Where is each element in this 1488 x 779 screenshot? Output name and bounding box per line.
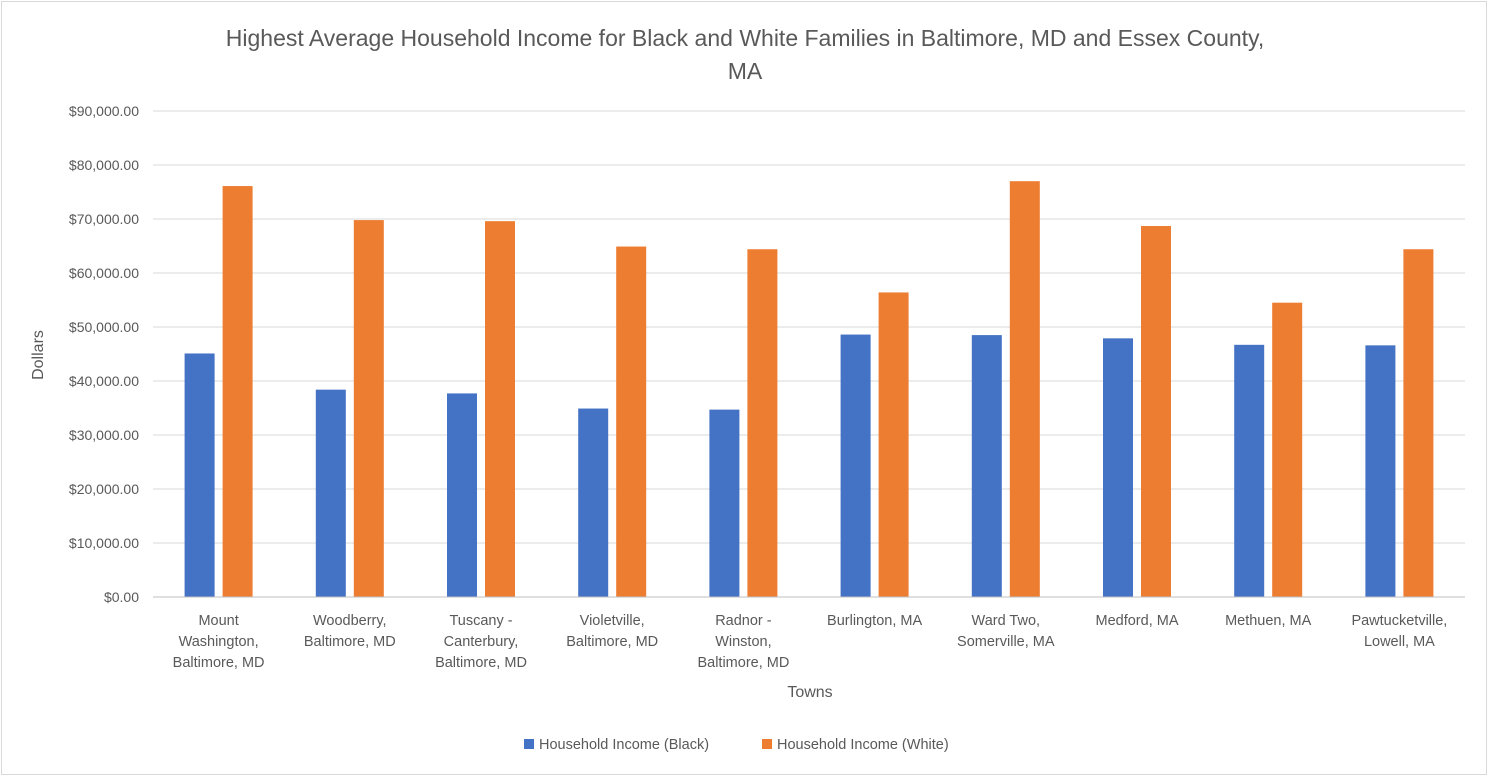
x-axis-title: Towns bbox=[787, 684, 832, 701]
x-category-label-line: Mount bbox=[198, 613, 238, 629]
x-category-label-line: Baltimore, MD bbox=[566, 634, 658, 650]
x-category-label-line: Winston, bbox=[715, 634, 771, 650]
x-category-label-line: Woodberry, bbox=[313, 613, 387, 629]
bar-white-household-income bbox=[747, 249, 778, 598]
x-category-label-line: Canterbury, bbox=[444, 634, 519, 650]
bar-black-household-income bbox=[1365, 345, 1396, 597]
bar-black-household-income bbox=[1234, 344, 1265, 597]
x-category-label-line: Radnor - bbox=[715, 613, 772, 629]
legend-swatch bbox=[524, 739, 534, 749]
x-category-label: Medford, MA bbox=[1096, 613, 1179, 629]
y-tick-label: $90,000.00 bbox=[69, 103, 139, 119]
x-category-label-line: Baltimore, MD bbox=[435, 655, 527, 671]
x-category-label-line: Baltimore, MD bbox=[697, 655, 789, 671]
x-category-label: Woodberry, Baltimore, MD bbox=[304, 613, 396, 650]
x-category-label-line: Baltimore, MD bbox=[304, 634, 396, 650]
x-category-label-line: Burlington, MA bbox=[827, 613, 922, 629]
x-category-label-line: Tuscany - bbox=[449, 613, 512, 629]
x-category-label: Tuscany - Canterbury, Baltimore, MD bbox=[435, 613, 527, 671]
x-category-label-line: Medford, MA bbox=[1096, 613, 1179, 629]
x-category-label-line: Somerville, MA bbox=[957, 634, 1055, 650]
x-category-label: Radnor - Winston, Baltimore, MD bbox=[697, 613, 789, 671]
y-tick-label: $50,000.00 bbox=[69, 319, 139, 335]
y-tick-label: $70,000.00 bbox=[69, 211, 139, 227]
x-category-label-line: Pawtucketville, bbox=[1351, 613, 1447, 629]
x-category-label: Burlington, MA bbox=[827, 613, 922, 629]
legend-swatch bbox=[762, 739, 772, 749]
legend-label: Household Income (Black) bbox=[539, 737, 709, 753]
bar-white-household-income bbox=[1009, 181, 1040, 597]
legend-label: Household Income (White) bbox=[777, 737, 949, 753]
bar-white-household-income bbox=[222, 186, 253, 597]
bar-black-household-income bbox=[709, 409, 740, 597]
chart-title: Highest Average Household Income for Bla… bbox=[226, 25, 1264, 84]
legend: Household Income (Black) Household Income… bbox=[524, 737, 949, 753]
x-category-label-line: Methuen, MA bbox=[1225, 613, 1312, 629]
x-axis-category-labels: Mount Washington, Baltimore, MD Woodberry, B… bbox=[173, 613, 1448, 671]
bars bbox=[184, 181, 1434, 598]
bar-black-household-income bbox=[578, 408, 609, 597]
bar-white-household-income bbox=[878, 292, 909, 597]
x-category-label-line: Lowell, MA bbox=[1364, 634, 1435, 650]
bar-black-household-income bbox=[1103, 338, 1133, 597]
bar-white-household-income bbox=[1141, 226, 1171, 597]
bar-black-household-income bbox=[184, 353, 215, 597]
y-tick-label: $40,000.00 bbox=[69, 373, 139, 389]
x-category-label-line: Ward Two, bbox=[972, 613, 1041, 629]
y-axis-title: Dollars bbox=[30, 330, 47, 380]
y-axis-tick-labels: $0.00 $10,000.00 $20,000.00 $30,000.00 $40,0… bbox=[69, 103, 139, 605]
bar-black-household-income bbox=[840, 334, 871, 597]
y-tick-label: $0.00 bbox=[104, 589, 139, 605]
x-category-label-line: Baltimore, MD bbox=[173, 655, 265, 671]
y-tick-label: $60,000.00 bbox=[69, 265, 139, 281]
x-category-label: Pawtucketville, Lowell, MA bbox=[1351, 613, 1447, 650]
y-tick-label: $10,000.00 bbox=[69, 535, 139, 551]
bar-black-household-income bbox=[315, 389, 346, 597]
y-tick-label: $30,000.00 bbox=[69, 427, 139, 443]
bar-white-household-income bbox=[353, 220, 384, 597]
x-category-label: Violetville, Baltimore, MD bbox=[566, 613, 658, 650]
x-category-label-line: Violetville, bbox=[580, 613, 645, 629]
chart-title-line-2: MA bbox=[728, 58, 763, 84]
bar-black-household-income bbox=[447, 393, 477, 597]
x-category-label: Ward Two, Somerville, MA bbox=[957, 613, 1055, 650]
x-category-label: Mount Washington, Baltimore, MD bbox=[173, 613, 265, 671]
chart-title-line-1: Highest Average Household Income for Bla… bbox=[226, 25, 1264, 51]
gridlines bbox=[153, 110, 1465, 544]
y-tick-label: $20,000.00 bbox=[69, 481, 139, 497]
bar-white-household-income bbox=[1403, 249, 1434, 598]
bar-white-household-income bbox=[1272, 302, 1303, 597]
x-category-label: Methuen, MA bbox=[1225, 613, 1312, 629]
bar-white-household-income bbox=[485, 221, 515, 597]
bar-white-household-income bbox=[616, 246, 647, 598]
x-category-label-line: Washington, bbox=[179, 634, 259, 650]
y-tick-label: $80,000.00 bbox=[69, 157, 139, 173]
bar-black-household-income bbox=[971, 335, 1002, 597]
